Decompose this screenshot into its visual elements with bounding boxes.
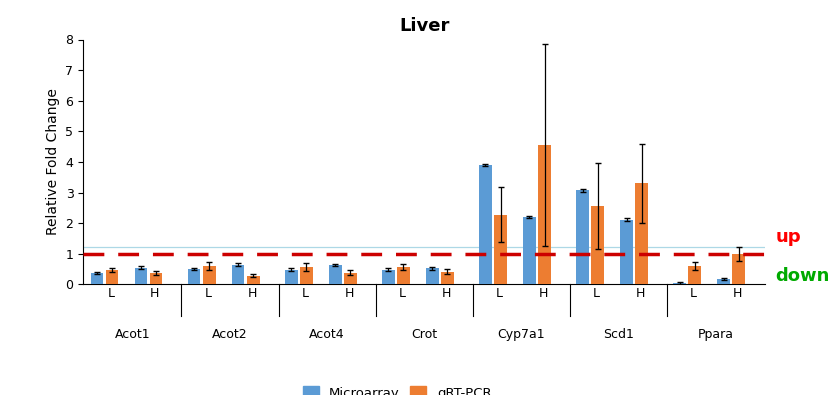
Text: Acot4: Acot4 [310,329,345,342]
Text: Acot2: Acot2 [212,329,248,342]
Bar [688,266,701,284]
Bar [106,270,118,284]
Text: up: up [775,228,801,246]
Text: Ppara: Ppara [698,329,734,342]
Bar [231,265,245,284]
Bar [285,270,298,284]
Text: Acot1: Acot1 [115,329,151,342]
Bar [247,276,260,284]
Bar [300,267,313,284]
Text: Scd1: Scd1 [603,329,634,342]
Bar [91,273,103,284]
Bar [592,206,604,284]
Title: Liver: Liver [399,17,449,35]
Bar [344,273,357,284]
Bar [382,270,394,284]
Bar [329,265,342,284]
Bar [150,273,162,284]
Bar [523,217,536,284]
Bar [479,165,492,284]
Bar [426,269,438,284]
Text: Crot: Crot [411,329,438,342]
Text: down: down [775,267,830,285]
Bar [494,214,507,284]
Legend: Microarray, qRT-PCR: Microarray, qRT-PCR [297,381,497,395]
Bar [732,254,745,284]
Y-axis label: Relative Fold Change: Relative Fold Change [46,88,60,235]
Bar [538,145,551,284]
Bar [673,283,686,284]
Bar [135,267,147,284]
Text: Cyp7a1: Cyp7a1 [498,329,545,342]
Bar [441,271,454,284]
Bar [717,279,730,284]
Bar [397,267,410,284]
Bar [188,269,201,284]
Bar [577,190,589,284]
Bar [620,220,633,284]
Bar [203,266,215,284]
Bar [636,183,648,284]
